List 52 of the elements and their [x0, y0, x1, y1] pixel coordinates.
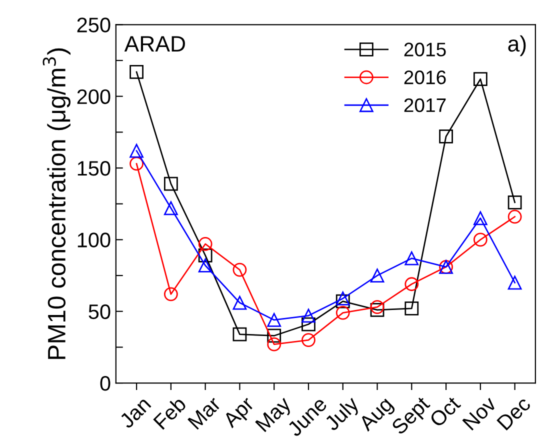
x-tick-label: Mar	[188, 396, 222, 430]
x-tick-label: Nov	[462, 395, 498, 431]
point	[130, 156, 144, 171]
point	[508, 195, 522, 210]
point	[198, 237, 212, 251]
legend-label: 2016	[404, 70, 446, 84]
legend-label: 2017	[404, 98, 446, 112]
point	[473, 211, 488, 226]
y-tick-label: 0	[100, 376, 110, 391]
y-tick-label: 100	[78, 232, 110, 248]
point	[130, 65, 144, 79]
point	[404, 277, 419, 292]
point	[232, 262, 247, 277]
point	[267, 328, 282, 343]
point	[404, 302, 419, 316]
y-tick-label: 50	[88, 304, 110, 320]
point	[473, 72, 488, 86]
point	[267, 337, 282, 352]
y-tick-label: 150	[78, 161, 110, 176]
point	[302, 333, 316, 347]
point	[439, 130, 453, 144]
point	[336, 294, 350, 308]
point	[232, 327, 247, 342]
y-axis-title: PM10 concentration (μg/m$^{3}$)	[42, 48, 70, 359]
point	[473, 232, 488, 247]
point	[370, 300, 384, 314]
x-tick-label: Feb	[152, 395, 187, 430]
point	[164, 176, 178, 191]
point	[198, 248, 212, 262]
point	[164, 287, 178, 302]
point	[302, 317, 316, 332]
point	[164, 201, 178, 216]
y-tick-label: 200	[77, 89, 110, 104]
point	[404, 251, 419, 266]
annotation: a)	[508, 35, 526, 56]
x-tick-label: Dec	[496, 396, 532, 431]
point	[198, 258, 212, 272]
point	[267, 313, 282, 327]
point	[508, 276, 522, 290]
point	[370, 302, 384, 317]
point	[232, 296, 247, 310]
annotation: ARAD	[124, 36, 185, 52]
point	[130, 144, 144, 158]
point	[302, 308, 316, 323]
point	[508, 210, 522, 224]
y-tick-label: 250	[77, 18, 110, 32]
x-tick-label: Jan	[118, 396, 152, 430]
legend-label: 2015	[404, 42, 446, 56]
x-tick-label: Apr	[222, 398, 255, 428]
point	[370, 268, 384, 282]
point	[336, 306, 350, 320]
point	[336, 292, 350, 306]
